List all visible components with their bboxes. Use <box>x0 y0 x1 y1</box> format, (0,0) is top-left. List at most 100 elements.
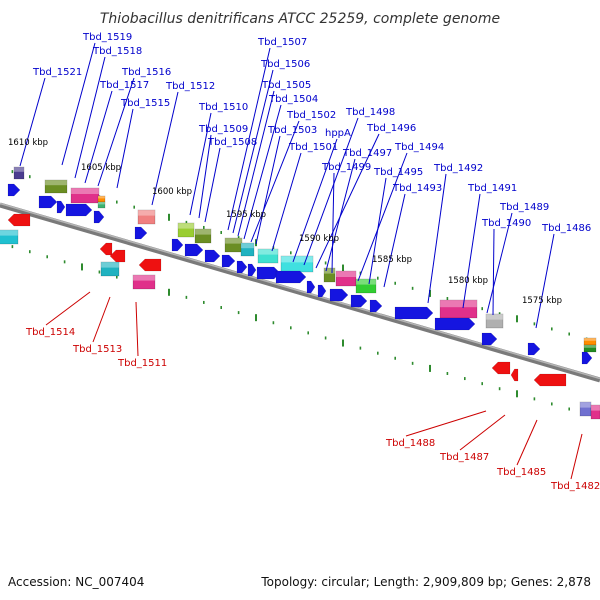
gene-label-forward: Tbd_1521 <box>32 67 82 78</box>
feature-box-shine <box>133 275 155 281</box>
forward-gene-arrow <box>65 203 93 217</box>
feature-box-shine <box>584 338 596 341</box>
forward-gene-arrow <box>581 351 593 365</box>
scale-label: 1585 kbp <box>372 255 412 265</box>
forward-gene-arrow <box>350 294 368 308</box>
gene-label-forward: Tbd_1515 <box>120 98 170 109</box>
leader-line <box>19 77 46 167</box>
accession-text: Accession: NC_007404 <box>8 575 144 589</box>
leader-line <box>135 301 139 357</box>
leader-line <box>74 56 106 179</box>
leader-line <box>151 91 179 206</box>
scale-label: 1575 kbp <box>522 296 562 306</box>
feature-box-shine <box>98 196 105 199</box>
feature-box <box>132 274 156 290</box>
leader-line <box>45 291 91 326</box>
forward-gene-arrow <box>275 270 307 284</box>
leader-line <box>357 152 408 282</box>
feature-box <box>100 261 120 277</box>
forward-gene-arrow <box>369 299 383 313</box>
gene-label-forward: Tbd_1519 <box>82 32 132 43</box>
feature-box <box>13 166 25 180</box>
forward-gene-arrow <box>247 263 257 277</box>
gene-label-forward: Tbd_1508 <box>207 137 257 148</box>
forward-gene-arrow <box>394 306 434 320</box>
leader-line <box>243 104 282 240</box>
leader-line <box>570 433 583 480</box>
feature-box <box>583 344 597 353</box>
feature-box-shine <box>440 300 477 308</box>
feature-box <box>70 187 100 204</box>
feature-box-shine <box>195 229 211 235</box>
feature-box <box>97 201 106 209</box>
feature-box-shine <box>486 314 503 320</box>
feature-box-shine <box>138 210 155 216</box>
feature-box <box>355 278 377 294</box>
reverse-gene-arrow <box>99 242 113 256</box>
leader-line <box>204 147 221 223</box>
leader-line <box>462 193 481 309</box>
scale-label: 1610 kbp <box>8 138 48 148</box>
feature-box-shine <box>591 405 600 411</box>
map-title: Thiobacillus denitrificans ATCC 25259, c… <box>100 11 500 27</box>
leader-line <box>303 117 359 266</box>
gene-label-forward: Tbd_1490 <box>481 218 531 229</box>
gene-label-reverse: Tbd_1487 <box>439 452 489 463</box>
gene-label-reverse: Tbd_1514 <box>25 327 75 338</box>
forward-gene-arrow <box>171 238 184 252</box>
feature-box-shine <box>0 230 18 236</box>
gene-label-forward: Tbd_1517 <box>99 80 149 91</box>
gene-label-forward: Tbd_1502 <box>286 110 336 121</box>
forward-gene-arrow <box>527 342 541 356</box>
feature-layer <box>0 166 600 420</box>
leader-line <box>315 133 380 269</box>
gene-label-reverse: Tbd_1485 <box>496 467 546 478</box>
gene-label-reverse: Tbd_1488 <box>385 438 435 449</box>
leader-line <box>84 90 113 184</box>
forward-gene-arrow <box>7 183 21 197</box>
forward-gene-arrow <box>204 249 221 263</box>
leader-line <box>271 152 302 252</box>
gene-label-forward: Tbd_1503 <box>267 125 317 136</box>
feature-box-shine <box>241 243 254 249</box>
gene-label-forward: Tbd_1491 <box>467 183 517 194</box>
label-leader-lines <box>19 42 583 480</box>
gene-label-forward: Tbd_1505 <box>261 80 311 91</box>
feature-box-shine <box>71 188 99 194</box>
gene-label-forward: Tbd_1493 <box>392 183 442 194</box>
leader-line <box>227 47 271 231</box>
scale-labels: 1610 kbp 1605 kbp 1600 kbp 1595 kbp 1590 kbp… <box>8 138 562 306</box>
feature-box <box>194 228 212 244</box>
forward-gene-arrow <box>306 280 316 294</box>
gene-label-forward: Tbd_1501 <box>288 142 338 153</box>
feature-box-shine <box>45 180 67 186</box>
leader-line <box>383 193 406 288</box>
feature-box <box>323 267 336 283</box>
gene-label-forward: Tbd_1496 <box>366 123 416 134</box>
leader-line <box>331 172 335 274</box>
leader-line <box>368 177 387 285</box>
reverse-gene-arrow <box>7 213 31 227</box>
genome-backbone-highlight <box>0 202 600 380</box>
reverse-gene-arrow <box>109 249 126 263</box>
forward-gene-arrow <box>134 226 148 240</box>
feature-box <box>590 404 600 420</box>
gene-label-forward: Tbd_1510 <box>198 102 248 113</box>
feature-box-shine <box>324 268 335 274</box>
feature-box-shine <box>258 249 278 255</box>
feature-box-shine <box>336 271 356 277</box>
gene-label-forward: Tbd_1507 <box>257 37 307 48</box>
feature-box-shine <box>98 202 105 205</box>
gene-label-forward: Tbd_1509 <box>198 124 248 135</box>
leader-line <box>232 69 274 234</box>
forward-gene-arrow <box>317 284 327 298</box>
feature-box <box>137 209 156 225</box>
leader-line <box>459 414 506 451</box>
leader-line <box>486 212 513 314</box>
forward-gene-arrow <box>184 243 204 257</box>
leader-line <box>237 90 275 237</box>
feature-box <box>485 313 504 329</box>
gene-label-forward: Tbd_1516 <box>121 67 171 78</box>
gene-label-forward: Tbd_1518 <box>92 46 142 57</box>
